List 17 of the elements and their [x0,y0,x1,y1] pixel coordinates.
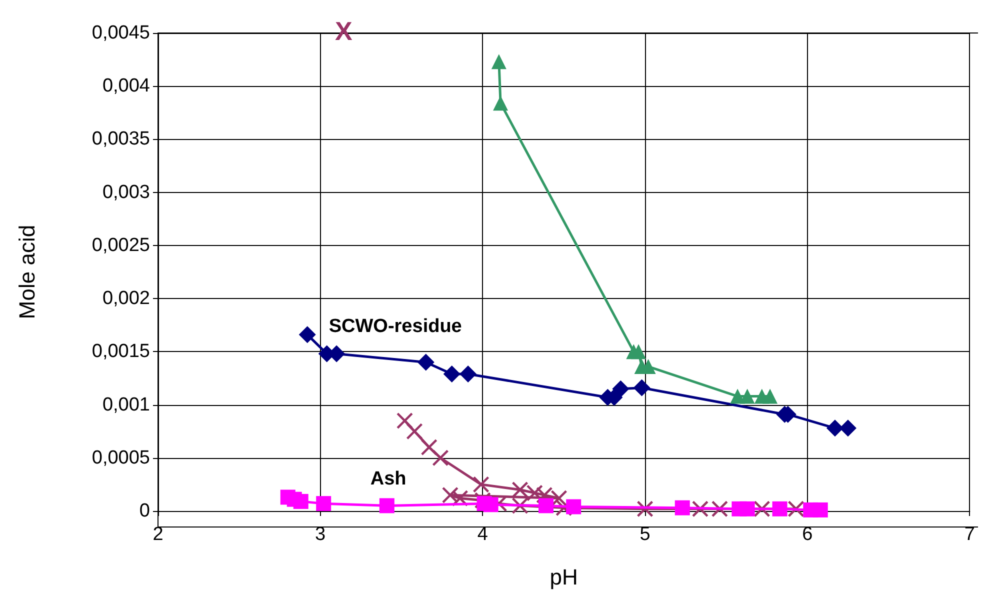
y-tick-label: 0,001 [102,394,150,416]
y-tick-label: 0,003 [102,182,150,203]
y-tick-label: 0,0005 [92,447,150,468]
x-tick-label: 2 [152,524,164,545]
y-axis-title: Mole acid [14,224,40,320]
y-tick-label: 0 [139,500,150,522]
x-tick-label: 4 [477,524,488,545]
y-tick-label: 0,004 [102,76,150,97]
y-tick-label: 0,0015 [92,341,150,362]
y-tick-label: 0,0035 [92,128,150,150]
series-label: Ash [370,468,406,490]
y-tick-label: 0,0045 [92,22,150,44]
series-label: SCWO-residue [328,316,462,338]
x-axis-title: pH [550,564,578,590]
x-tick-label: 6 [802,524,813,545]
y-tick-label: 0,0025 [92,234,150,256]
y-tick-label: 0,002 [102,288,150,310]
